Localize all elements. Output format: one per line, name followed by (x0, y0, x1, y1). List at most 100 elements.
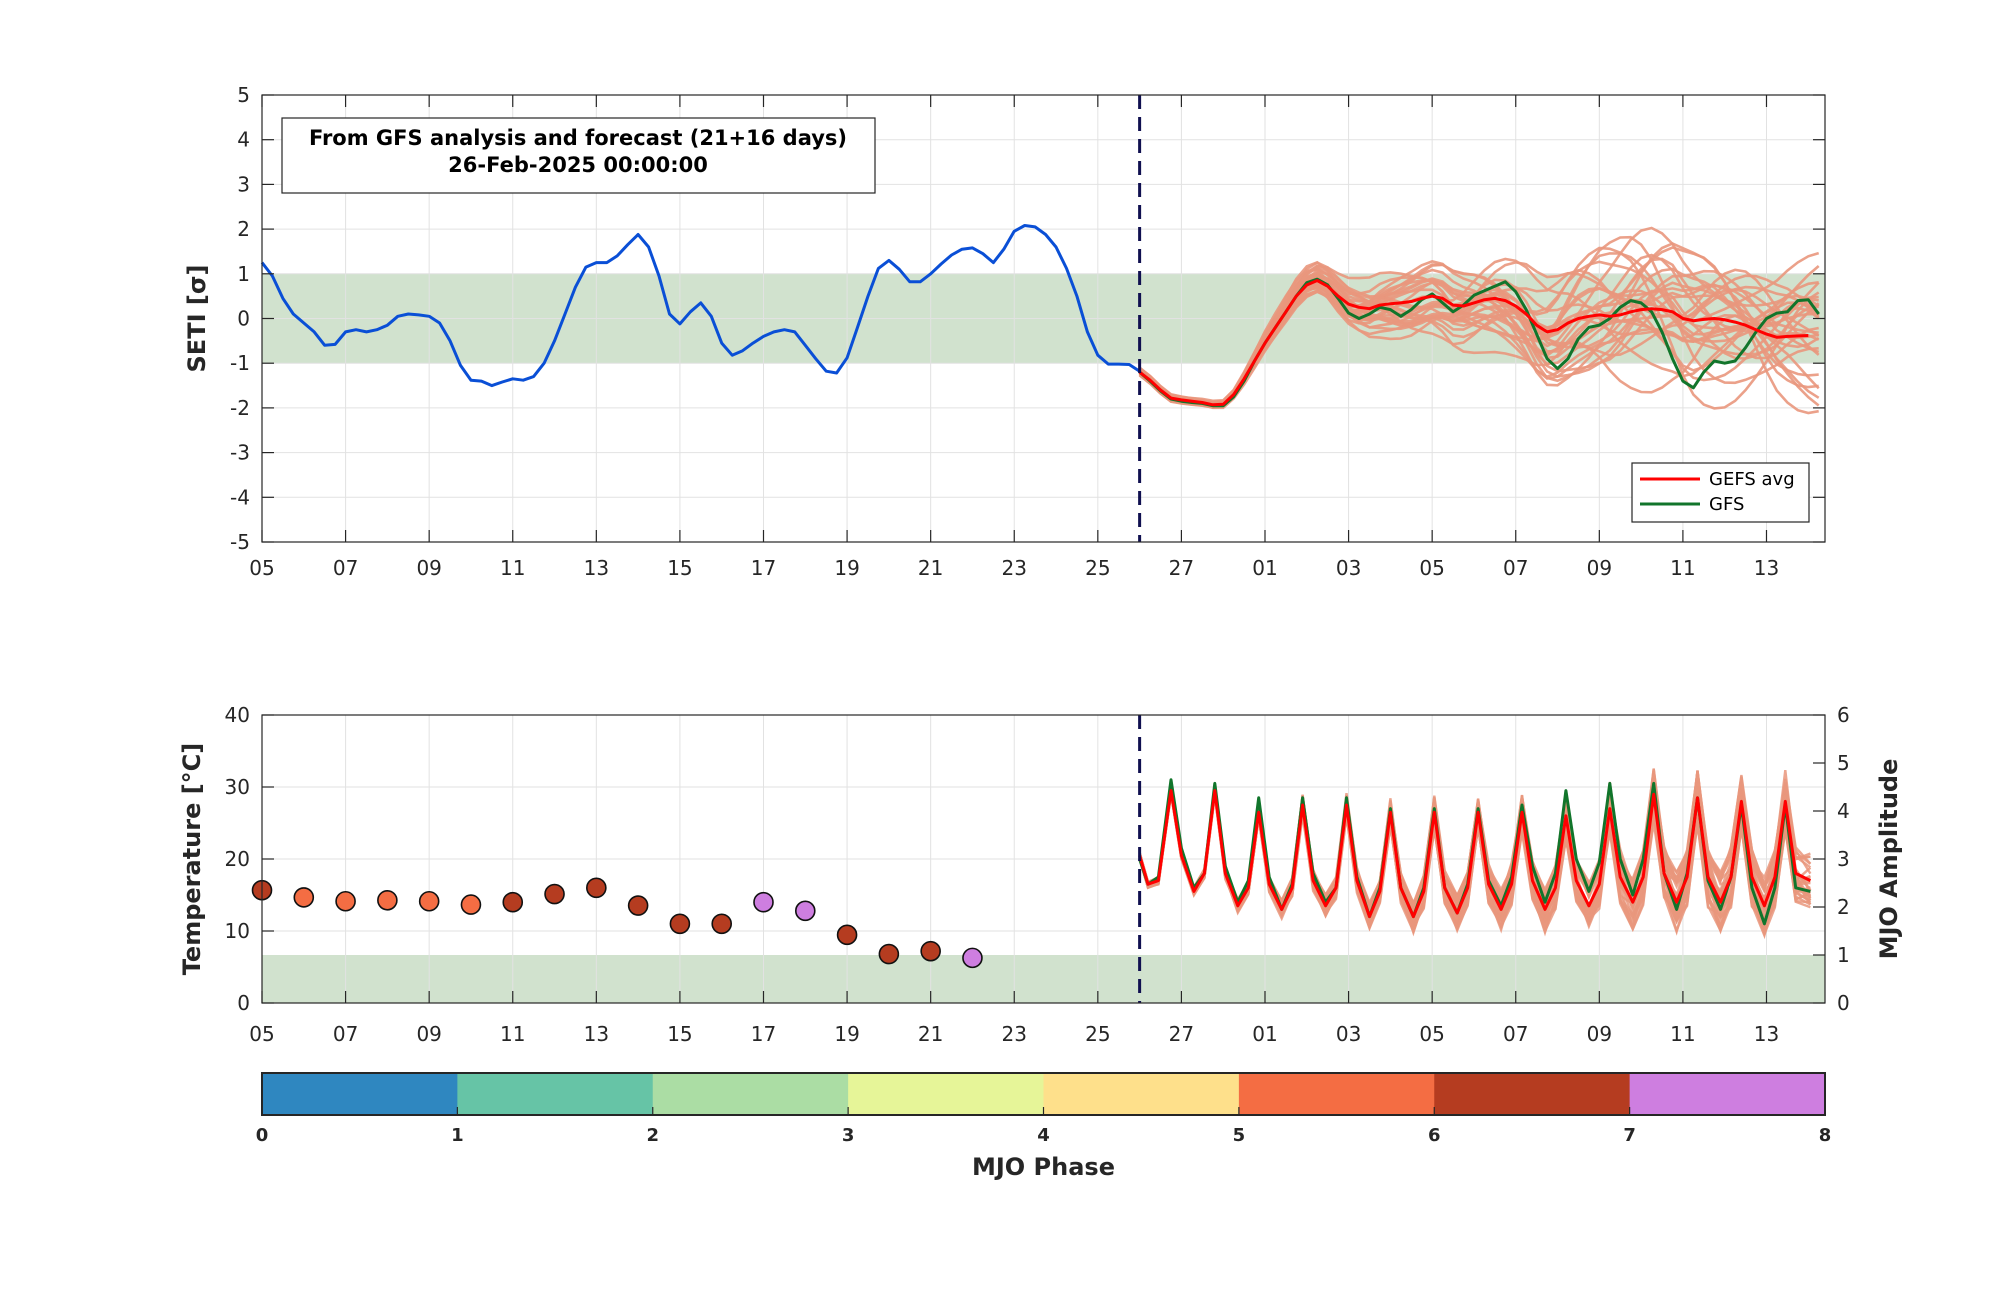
mjo-point (418, 890, 440, 912)
temperature-x-tick-label: 11 (500, 1022, 525, 1046)
colorbar-cell (848, 1073, 1044, 1115)
mjo-point (753, 891, 774, 913)
seti-x-tick-label: 09 (416, 556, 441, 580)
mjo-point (878, 943, 900, 965)
colorbar-tick-label: 7 (1623, 1125, 1636, 1146)
mjo-amplitude-tick-label: 0 (1837, 991, 1850, 1015)
annotation-line-1: From GFS analysis and forecast (21+16 da… (309, 126, 847, 150)
legend: GEFS avg GFS (1631, 462, 1810, 523)
temperature-x-tick-label: 23 (1002, 1022, 1027, 1046)
temperature-y-tick-label: 10 (225, 919, 250, 943)
seti-y-tick-label: 0 (237, 307, 250, 331)
temperature-x-tick-label: 03 (1336, 1022, 1361, 1046)
colorbar-cell (652, 1073, 849, 1115)
colorbar-cell (1434, 1073, 1631, 1115)
legend-label-gfs: GFS (1709, 494, 1744, 515)
temperature-x-tick-label: 01 (1252, 1022, 1277, 1046)
mjo-point (460, 894, 482, 915)
temperature-series (1138, 778, 1812, 926)
seti-x-tick-label: 13 (584, 556, 609, 580)
seti-ensemble-member (1138, 246, 1820, 410)
annotation-line-2: 26-Feb-2025 00:00:00 (448, 153, 708, 177)
colorbar-cell (1043, 1073, 1240, 1115)
seti-x-tick-label: 25 (1085, 556, 1110, 580)
temperature-x-tick-label: 07 (333, 1022, 358, 1046)
temperature-y-tick-label: 30 (225, 775, 250, 799)
seti-x-tick-label: 07 (333, 556, 358, 580)
mjo-point (920, 940, 941, 962)
temperature-x-tick-label: 05 (1419, 1022, 1444, 1046)
temperature-series-gefs-avg (1138, 789, 1812, 919)
seti-x-tick-label: 03 (1336, 556, 1361, 580)
mjo-amplitude-tick-label: 2 (1837, 895, 1850, 919)
seti-x-tick-label: 05 (1419, 556, 1444, 580)
seti-y-tick-label: 1 (237, 262, 250, 286)
mjo-point (794, 900, 816, 922)
seti-x-tick-label: 21 (918, 556, 943, 580)
legend-box (1631, 462, 1810, 523)
annotation-box (281, 117, 876, 194)
seti-series-analysis (260, 224, 1141, 388)
colorbar-tick-label: 8 (1819, 1125, 1832, 1146)
temperature-y-axis-label: Temperature [°C] (178, 743, 206, 976)
mjo-point (377, 889, 398, 911)
mjo-amplitude-points (251, 877, 983, 969)
temperature-x-tick-label: 27 (1169, 1022, 1194, 1046)
temperature-x-tick-label: 25 (1085, 1022, 1110, 1046)
mjo-amplitude-tick-label: 1 (1837, 943, 1850, 967)
seti-y-tick-label: -5 (230, 530, 250, 554)
mjo-point (711, 913, 733, 935)
seti-x-tick-label: 13 (1754, 556, 1779, 580)
colorbar-label: MJO Phase (972, 1153, 1115, 1181)
mjo-point (544, 883, 565, 905)
seti-x-tick-label: 27 (1169, 556, 1194, 580)
colorbar-cell (262, 1073, 458, 1115)
temperature-x-tick-label: 09 (416, 1022, 441, 1046)
mjo-point (669, 913, 691, 935)
seti-x-tick-label: 19 (834, 556, 859, 580)
temperature-x-tick-label: 19 (834, 1022, 859, 1046)
temperature-x-tick-label: 09 (1587, 1022, 1612, 1046)
colorbar-tick-label: 3 (842, 1125, 855, 1146)
mjo-amplitude-axis-label: MJO Amplitude (1875, 759, 1903, 960)
seti-x-tick-label: 05 (249, 556, 274, 580)
mjo-point (502, 891, 524, 913)
colorbar-tick-label: 0 (256, 1125, 269, 1146)
mjo-point (293, 887, 315, 908)
seti-ticks: 05 07 09 11 13 15 17 19 21 23 25 27 01 03 05 07 09 11 1354… (230, 83, 1825, 580)
colorbar-cell (457, 1073, 654, 1115)
temperature-ticks: 05 07 09 11 13 15 17 19 21 23 25 27 01 03 05 07 09 11 1301… (225, 703, 1850, 1046)
mjo-amplitude-tick-label: 4 (1837, 799, 1850, 823)
mjo-amplitude-tick-label: 5 (1837, 751, 1850, 775)
temperature-y-tick-label: 40 (225, 703, 250, 727)
seti-y-tick-label: -4 (230, 485, 250, 509)
seti-y-tick-label: 4 (237, 128, 250, 152)
seti-y-axis-label: SETI [σ] (183, 265, 211, 373)
seti-x-tick-label: 23 (1002, 556, 1027, 580)
legend-label-gefs-avg: GEFS avg (1709, 469, 1795, 490)
temperature-x-tick-label: 07 (1503, 1022, 1528, 1046)
temperature-x-tick-label: 11 (1670, 1022, 1695, 1046)
mjo-point (586, 877, 607, 899)
colorbar-tick-label: 1 (451, 1125, 464, 1146)
temperature-panel: 05 07 09 11 13 15 17 19 21 23 25 27 01 03 05 07 09 11 1301… (178, 703, 1903, 1046)
mjo-amplitude-tick-label: 3 (1837, 847, 1850, 871)
seti-x-tick-label: 15 (667, 556, 692, 580)
temperature-y-tick-label: 0 (237, 991, 250, 1015)
seti-x-tick-label: 09 (1587, 556, 1612, 580)
temperature-x-tick-label: 13 (1754, 1022, 1779, 1046)
mjo-point (627, 895, 649, 916)
seti-x-tick-label: 07 (1503, 556, 1528, 580)
colorbar-cell (1629, 1073, 1826, 1115)
seti-y-tick-label: -2 (230, 396, 250, 420)
colorbar-cells (262, 1073, 1826, 1115)
colorbar-tick-label: 2 (646, 1125, 659, 1146)
seti-x-tick-label: 11 (1670, 556, 1695, 580)
mjo-phase-colorbar: 0 1 2 3 4 5 6 7 8 MJO Phase (256, 1072, 1832, 1181)
temperature-x-tick-label: 05 (249, 1022, 274, 1046)
seti-y-tick-label: -3 (230, 441, 250, 465)
seti-y-tick-label: 5 (237, 83, 250, 107)
colorbar-tick-label: 6 (1428, 1125, 1441, 1146)
colorbar-tick-label: 4 (1037, 1125, 1050, 1146)
